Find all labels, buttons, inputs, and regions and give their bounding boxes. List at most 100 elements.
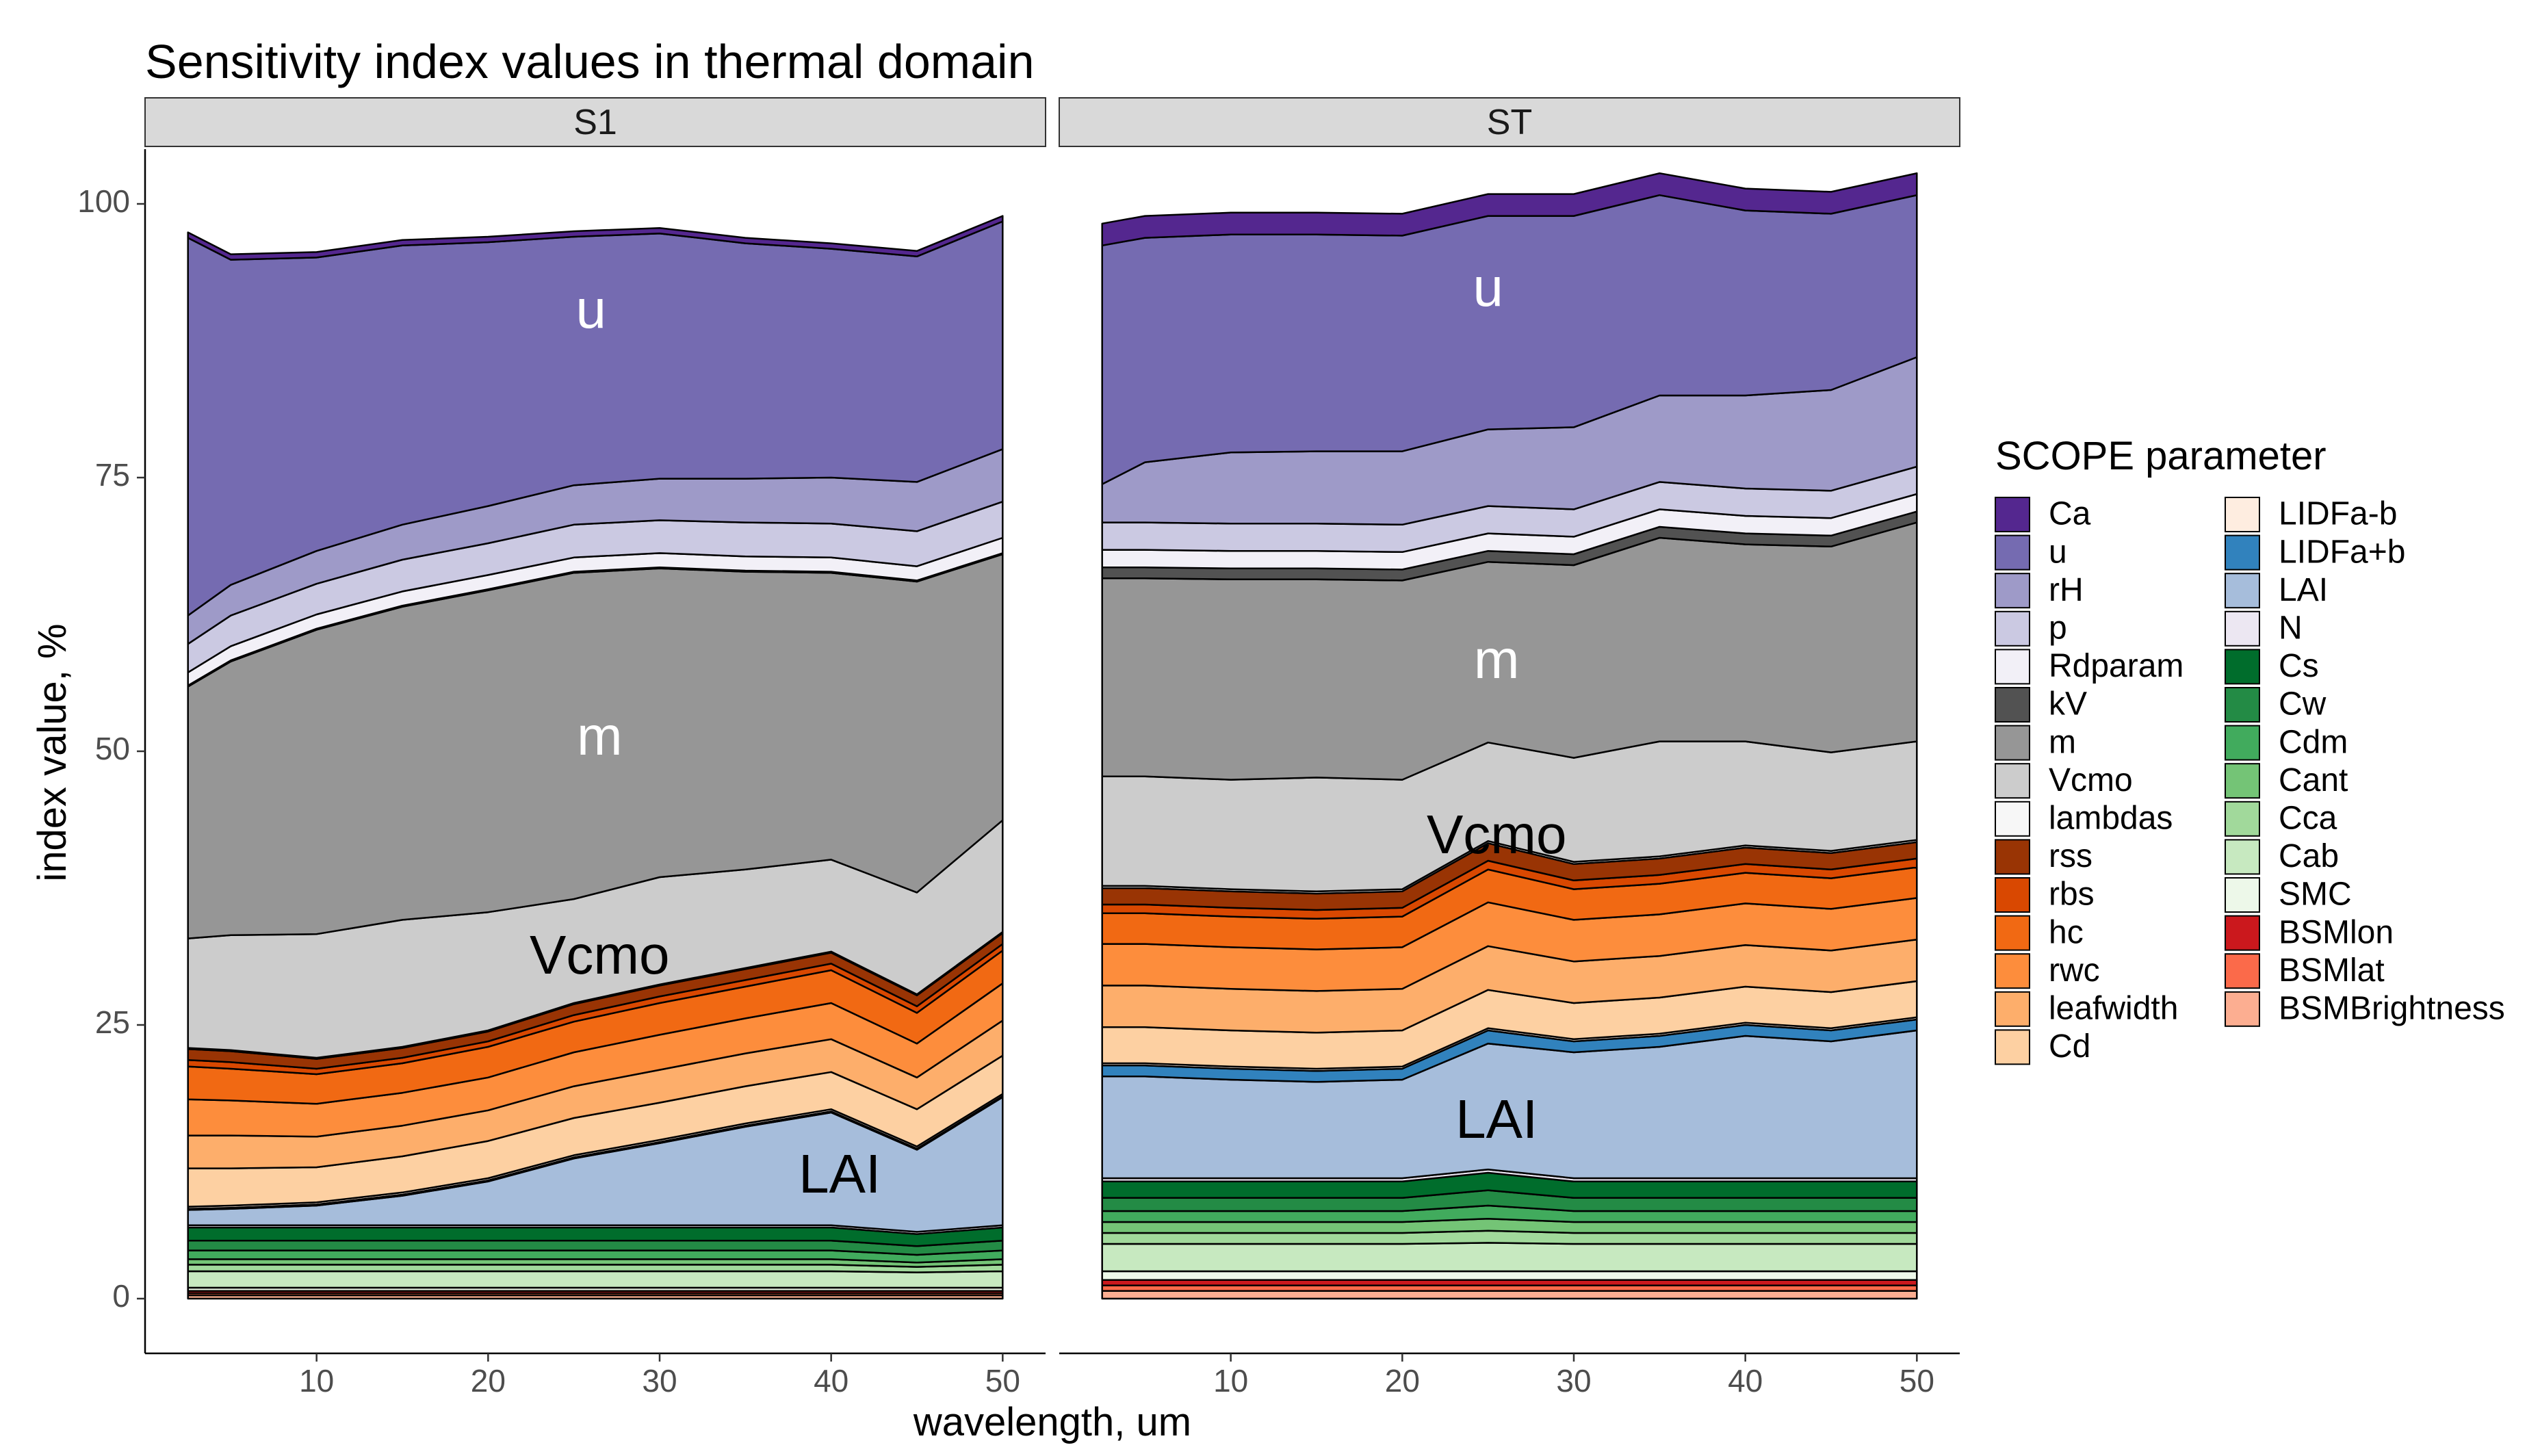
x-tick-label: 40 <box>814 1363 848 1399</box>
strip-s1-label: S1 <box>573 103 617 142</box>
x-tick-label: 20 <box>471 1363 506 1399</box>
legend-item-kv: kV <box>1995 686 2087 723</box>
y-axis-title: index value, % <box>30 623 75 881</box>
legend-label-cab: Cab <box>2279 838 2339 874</box>
legend-label-cw: Cw <box>2279 686 2327 723</box>
legend-swatch-bsmlon <box>2225 915 2260 951</box>
legend-item-lambdas: lambdas <box>1995 800 2173 837</box>
legend-label-cant: Cant <box>2279 762 2348 798</box>
area-st-smc <box>1101 1270 1918 1282</box>
x-tick-label: 10 <box>299 1363 334 1399</box>
annotation-st-lai: LAI <box>1455 1089 1538 1149</box>
x-axis-title: wavelength, um <box>913 1400 1191 1444</box>
legend-label-lidfa-b: LIDFa-b <box>2279 496 2397 532</box>
legend-item-lidfa-b: LIDFa-b <box>2225 496 2397 532</box>
legend-item-cdm: Cdm <box>2225 724 2348 761</box>
legend-label-lambdas: lambdas <box>2049 800 2173 836</box>
legend-swatch-cca <box>2225 801 2260 837</box>
legend-swatch-rbs <box>1995 877 2030 913</box>
legend-item-lidfaplusb: LIDFa+b <box>2225 534 2405 571</box>
legend-label-smc: SMC <box>2279 876 2352 913</box>
legend-swatch-rh <box>1995 573 2030 609</box>
legend-label-rwc: rwc <box>2049 952 2100 989</box>
legend-title: SCOPE parameter <box>1995 434 2327 478</box>
legend-item-cant: Cant <box>2225 762 2348 799</box>
x-tick-label: 40 <box>1728 1363 1763 1399</box>
legend-swatch-m <box>1995 725 2030 761</box>
x-tick-label: 20 <box>1385 1363 1420 1399</box>
legend-item-rwc: rwc <box>1995 952 2100 989</box>
x-tick-label: 50 <box>1900 1363 1934 1399</box>
annotation-s1-m: m <box>577 705 623 766</box>
legend-label-u: u <box>2049 534 2067 570</box>
legend-swatch-kv <box>1995 687 2030 723</box>
legend-swatch-rss <box>1995 839 2030 875</box>
legend-swatch-cdm <box>2225 725 2260 761</box>
legend-item-p: p <box>1995 610 2067 647</box>
legend-swatch-lambdas <box>1995 801 2030 837</box>
panel-s1: S1 u m Vcmo LAI <box>144 97 1046 1300</box>
legend-item-cw: Cw <box>2225 686 2327 723</box>
y-tick-label: 0 <box>112 1278 130 1314</box>
legend-item-ca: Ca <box>1995 496 2091 532</box>
legend-label-leafwidth: leafwidth <box>2049 990 2178 1026</box>
legend-item-cab: Cab <box>2225 838 2339 875</box>
annotation-s1-u: u <box>575 278 606 339</box>
legend-swatch-n <box>2225 610 2260 647</box>
legend-item-rbs: rbs <box>1995 876 2095 913</box>
legend-swatch-leafwidth <box>1995 991 2030 1027</box>
legend-swatch-rdparam <box>1995 649 2030 685</box>
legend-label-cdm: Cdm <box>2279 724 2348 760</box>
area-s1-cab <box>187 1270 1004 1289</box>
legend-item-vcmo: Vcmo <box>1995 762 2133 799</box>
legend-label-m: m <box>2049 724 2076 760</box>
legend-item-hc: hc <box>1995 914 2084 951</box>
legend-swatch-smc <box>2225 877 2260 913</box>
y-tick-label: 25 <box>95 1004 130 1040</box>
legend-label-n: N <box>2279 610 2303 646</box>
legend-swatch-cw <box>2225 687 2260 723</box>
area-st-cab <box>1101 1242 1918 1273</box>
legend-label-rdparam: Rdparam <box>2049 648 2183 684</box>
legend-swatch-bsmlat <box>2225 953 2260 989</box>
strip-s1-box <box>144 97 1046 147</box>
legend-item-cd: Cd <box>1995 1028 2090 1065</box>
legend-swatch-lidfaplusb <box>2225 534 2260 571</box>
annotation-st-m: m <box>1474 629 1520 690</box>
legend-label-kv: kV <box>2049 686 2087 723</box>
legend-label-cca: Cca <box>2279 800 2337 836</box>
legend-item-rss: rss <box>1995 838 2092 875</box>
legend-label-rss: rss <box>2049 838 2092 874</box>
legend-label-cs: Cs <box>2279 648 2319 684</box>
legend-item-n: N <box>2225 610 2303 647</box>
legend-swatch-cant <box>2225 763 2260 799</box>
x-tick-label: 50 <box>985 1363 1020 1399</box>
strip-st-label: ST <box>1487 103 1532 142</box>
legend-item-bsmlat: BSMlat <box>2225 952 2385 989</box>
s1-annotations: u m Vcmo LAI <box>530 278 881 1204</box>
legend-swatch-bsmbrightness <box>2225 991 2260 1027</box>
legend-label-lidfaplusb: LIDFa+b <box>2279 534 2405 570</box>
legend-item-bsmbrightness: BSMBrightness <box>2225 990 2505 1027</box>
x-tick-label: 30 <box>642 1363 677 1399</box>
legend-label-p: p <box>2049 610 2067 646</box>
legend-item-smc: SMC <box>2225 876 2352 913</box>
legend-label-bsmlon: BSMlon <box>2279 914 2394 950</box>
annotation-st-vcmo: Vcmo <box>1427 804 1567 865</box>
panel-st: ST u m Vcmo LAI <box>1059 97 1960 1300</box>
y-tick-label: 100 <box>77 183 130 219</box>
legend-label-cd: Cd <box>2049 1028 2090 1065</box>
legend-label-bsmlat: BSMlat <box>2279 952 2385 989</box>
annotation-s1-vcmo: Vcmo <box>530 924 670 985</box>
legend-label-vcmo: Vcmo <box>2049 762 2133 798</box>
legend-swatch-cs <box>2225 649 2260 685</box>
legend-item-m: m <box>1995 724 2076 761</box>
legend-item-cca: Cca <box>2225 800 2337 837</box>
y-tick-label: 50 <box>95 731 130 766</box>
legend-label-ca: Ca <box>2049 496 2091 532</box>
s1-area-layers <box>187 215 1004 1300</box>
legend-item-bsmlon: BSMlon <box>2225 914 2394 951</box>
legend-label-hc: hc <box>2049 914 2084 950</box>
legend-swatch-p <box>1995 610 2030 647</box>
st-area-layers <box>1101 172 1918 1300</box>
